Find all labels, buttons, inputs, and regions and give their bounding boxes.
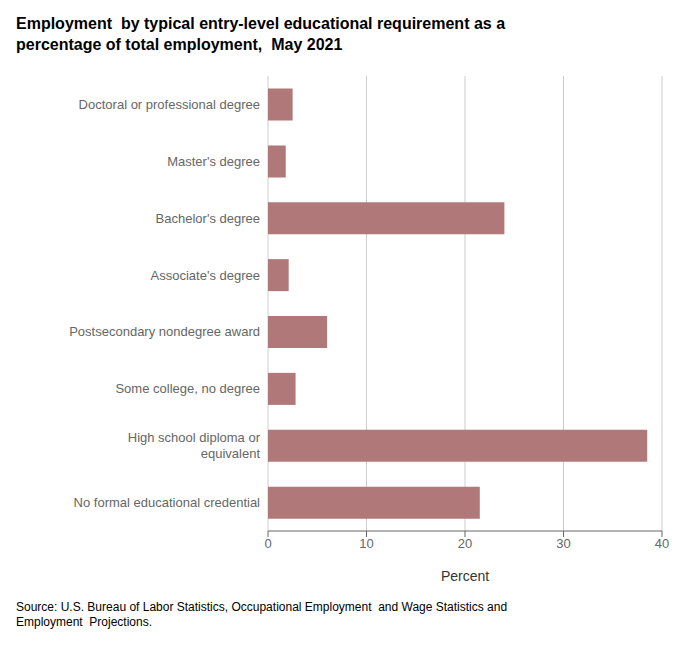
html-text:Employment by typical entry-le: Employment by typical entry-level educat… bbox=[16, 15, 505, 53]
svg-text:20: 20 bbox=[458, 536, 472, 551]
svg-text:High school diploma orequivale: High school diploma orequivalent bbox=[128, 430, 261, 461]
svg-text:40: 40 bbox=[655, 536, 669, 551]
html-text:Source: U.S. Bureau of Labor S: Source: U.S. Bureau of Labor Statistics,… bbox=[16, 599, 508, 630]
svg-text:No formal educational credenti: No formal educational credential bbox=[74, 495, 261, 510]
svg-text:Associate's degree: Associate's degree bbox=[151, 267, 260, 282]
svg-text:Postsecondary nondegree award: Postsecondary nondegree award bbox=[69, 324, 260, 339]
svg-text:Bachelor's degree: Bachelor's degree bbox=[156, 210, 260, 225]
svg-text:Doctoral or professional degre: Doctoral or professional degree bbox=[79, 97, 260, 112]
svg-text:10: 10 bbox=[359, 536, 373, 551]
svg-text:Some college, no degree: Some college, no degree bbox=[115, 381, 260, 396]
svg-text:30: 30 bbox=[556, 536, 570, 551]
svg-text:Master's degree: Master's degree bbox=[167, 153, 260, 168]
svg-text:0: 0 bbox=[264, 536, 271, 551]
svg-text:Percent: Percent bbox=[441, 568, 489, 584]
